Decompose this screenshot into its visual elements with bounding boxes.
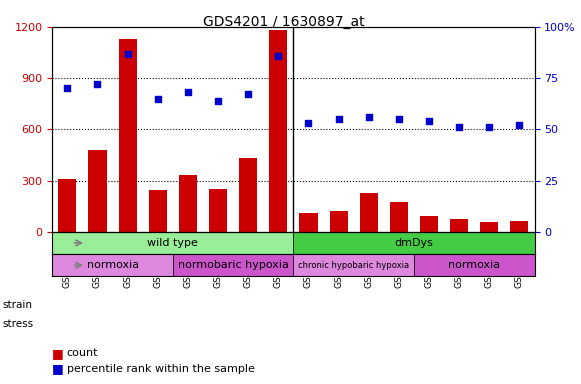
FancyBboxPatch shape bbox=[52, 232, 293, 254]
Text: ■: ■ bbox=[52, 347, 64, 360]
Bar bbox=[239, 158, 257, 232]
Point bbox=[274, 53, 283, 59]
Bar bbox=[420, 217, 438, 232]
Text: percentile rank within the sample: percentile rank within the sample bbox=[67, 364, 254, 374]
FancyBboxPatch shape bbox=[293, 254, 414, 276]
Point bbox=[123, 50, 132, 56]
Text: GDS4201 / 1630897_at: GDS4201 / 1630897_at bbox=[203, 15, 365, 29]
Bar bbox=[58, 179, 77, 232]
Bar bbox=[209, 189, 227, 232]
Point bbox=[304, 120, 313, 126]
Text: stress: stress bbox=[3, 319, 34, 329]
Text: wild type: wild type bbox=[148, 238, 198, 248]
Bar bbox=[390, 202, 408, 232]
Bar bbox=[270, 30, 288, 232]
Bar bbox=[299, 213, 317, 232]
Point bbox=[334, 116, 343, 122]
FancyBboxPatch shape bbox=[173, 254, 293, 276]
Text: strain: strain bbox=[3, 300, 33, 310]
Point bbox=[243, 91, 253, 98]
FancyBboxPatch shape bbox=[52, 254, 173, 276]
Text: normobaric hypoxia: normobaric hypoxia bbox=[178, 260, 289, 270]
Point bbox=[153, 96, 163, 102]
Bar bbox=[329, 211, 347, 232]
FancyBboxPatch shape bbox=[414, 254, 535, 276]
Bar bbox=[149, 190, 167, 232]
Text: ■: ■ bbox=[52, 362, 64, 375]
Point bbox=[454, 124, 464, 130]
FancyBboxPatch shape bbox=[293, 232, 535, 254]
Bar bbox=[179, 175, 197, 232]
Bar bbox=[360, 192, 378, 232]
Text: count: count bbox=[67, 348, 98, 358]
Point bbox=[213, 98, 223, 104]
Point bbox=[424, 118, 433, 124]
Point bbox=[515, 122, 524, 128]
Point bbox=[183, 89, 192, 96]
Bar bbox=[450, 219, 468, 232]
Bar bbox=[510, 221, 529, 232]
Bar bbox=[119, 39, 137, 232]
Text: dmDys: dmDys bbox=[394, 238, 433, 248]
Point bbox=[394, 116, 404, 122]
Text: chronic hypobaric hypoxia: chronic hypobaric hypoxia bbox=[298, 261, 409, 270]
Point bbox=[485, 124, 494, 130]
Text: normoxia: normoxia bbox=[448, 260, 500, 270]
Point bbox=[93, 81, 102, 87]
Bar bbox=[480, 222, 498, 232]
Point bbox=[364, 114, 374, 120]
Text: normoxia: normoxia bbox=[87, 260, 139, 270]
Bar bbox=[88, 150, 106, 232]
Point bbox=[63, 85, 72, 91]
